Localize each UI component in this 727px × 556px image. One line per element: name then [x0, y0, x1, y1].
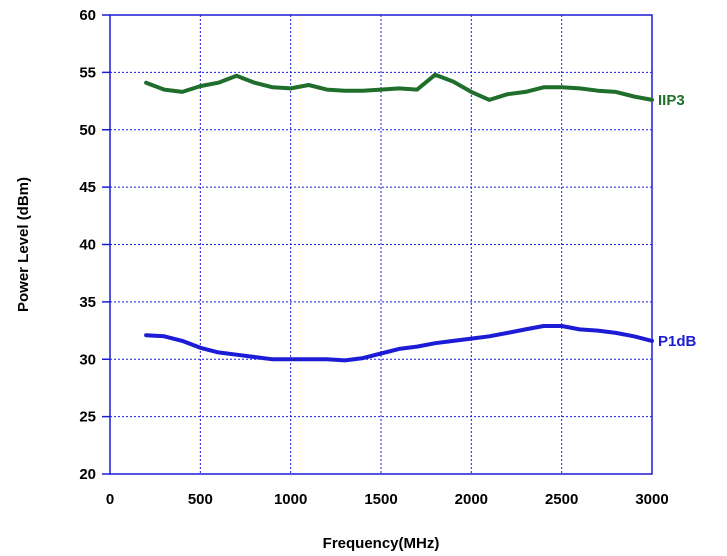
series-line-iip3 [144, 72, 654, 102]
y-tick-label: 50 [79, 122, 96, 139]
x-tick-label: 0 [106, 491, 114, 508]
x-tick-label: 500 [188, 491, 213, 508]
y-tick-label: 30 [79, 351, 96, 368]
series-lines [144, 72, 654, 363]
y-tick-label: 60 [79, 7, 96, 24]
x-tick-label: 1500 [364, 491, 397, 508]
y-tick-label: 45 [79, 179, 96, 196]
x-tick-label: 1000 [274, 491, 307, 508]
x-tick-label: 2000 [455, 491, 488, 508]
y-tick-label: 40 [79, 237, 96, 254]
grid [110, 15, 652, 474]
y-axis: 20 25 30 35 40 45 50 55 60 [79, 7, 110, 483]
series-labels: IIP3 P1dB [658, 92, 697, 350]
y-tick-label: 25 [79, 409, 96, 426]
x-tick-label: 3000 [635, 491, 668, 508]
x-tick-label: 2500 [545, 491, 578, 508]
y-axis-label: Power Level (dBm) [15, 177, 32, 312]
x-axis: 0 500 1000 1500 2000 2500 3000 [106, 491, 669, 508]
y-tick-label: 20 [79, 466, 96, 483]
y-tick-label: 35 [79, 294, 96, 311]
series-line-p1db [144, 324, 654, 363]
x-axis-label: Frequency(MHz) [323, 535, 440, 552]
y-tick-label: 55 [79, 64, 96, 81]
series-label-iip3: IIP3 [658, 92, 685, 109]
series-label-p1db: P1dB [658, 333, 697, 350]
